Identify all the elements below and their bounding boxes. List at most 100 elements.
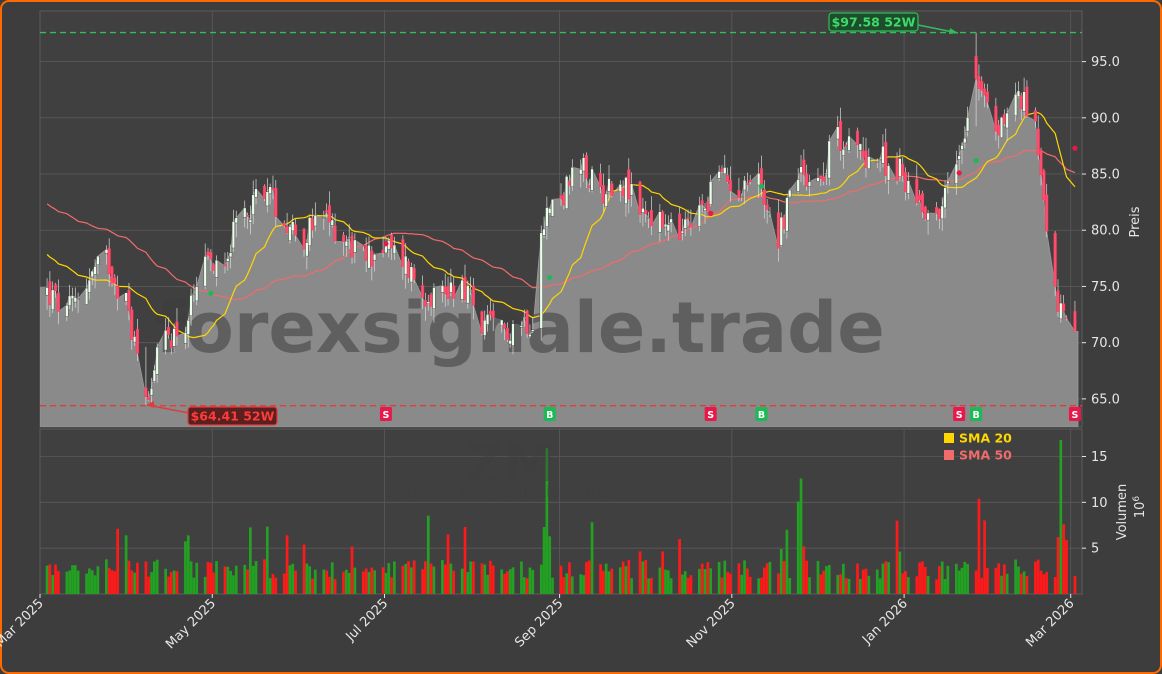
signal-dot-1 bbox=[383, 241, 389, 247]
buy-signal-4: B bbox=[755, 407, 768, 421]
volume-bar-202 bbox=[842, 563, 845, 594]
candle-95 bbox=[421, 275, 425, 310]
legend: SMA 20 SMA 50 bbox=[944, 431, 1012, 463]
candle-5 bbox=[65, 302, 69, 322]
candle-50 bbox=[243, 200, 247, 228]
candle-137 bbox=[584, 152, 588, 189]
volume-bar-143 bbox=[607, 571, 611, 594]
volume-bar-203 bbox=[844, 578, 848, 594]
candle-242 bbox=[999, 117, 1004, 139]
volume-bar-131 bbox=[562, 577, 566, 594]
volume-bar-14 bbox=[96, 566, 100, 594]
volume-bar-61 bbox=[285, 535, 289, 594]
volume-bar-60 bbox=[282, 573, 286, 594]
volume-bar-100 bbox=[441, 560, 444, 594]
volume-bar-205 bbox=[856, 563, 859, 594]
candle-109 bbox=[471, 278, 475, 320]
volume-bar-81 bbox=[364, 568, 368, 594]
volume-bar-123 bbox=[528, 567, 532, 594]
volume-bar-138 bbox=[587, 560, 591, 594]
candle-219 bbox=[906, 172, 910, 200]
volume-tick-label-0: 5 bbox=[1091, 542, 1099, 557]
volume-bar-93 bbox=[409, 567, 413, 594]
volume-bar-13 bbox=[93, 575, 97, 594]
volume-bar-164 bbox=[689, 575, 693, 594]
ticker-watermark: ZM bbox=[466, 434, 555, 494]
volume-bar-192 bbox=[802, 546, 806, 594]
candle-244 bbox=[1005, 107, 1009, 142]
volume-bar-215 bbox=[895, 520, 899, 594]
candle-59 bbox=[274, 179, 278, 227]
candle-16 bbox=[107, 238, 111, 287]
volume-bar-109 bbox=[472, 561, 475, 594]
volume-bar-34 bbox=[175, 571, 179, 594]
candle-104 bbox=[452, 277, 456, 308]
candle-255 bbox=[1053, 231, 1057, 297]
candle-67 bbox=[308, 216, 312, 251]
volume-bar-101 bbox=[443, 564, 447, 594]
candle-229 bbox=[946, 172, 950, 194]
volume-bar-38 bbox=[192, 577, 196, 594]
volume-bar-174 bbox=[729, 573, 732, 594]
candle-252 bbox=[1039, 147, 1043, 186]
candle-163 bbox=[686, 209, 690, 226]
candle-124 bbox=[531, 316, 535, 334]
volume-bar-137 bbox=[585, 562, 588, 594]
volume-bar-51 bbox=[246, 569, 249, 594]
candle-245 bbox=[1014, 82, 1018, 122]
candle-126 bbox=[542, 216, 546, 238]
volume-bar-193 bbox=[805, 560, 809, 594]
volume-bar-239 bbox=[986, 567, 989, 594]
candle-202 bbox=[841, 141, 845, 169]
volume-bar-108 bbox=[469, 561, 472, 594]
sma50-line bbox=[46, 149, 1076, 301]
candle-114 bbox=[491, 303, 495, 332]
volume-bar-135 bbox=[579, 574, 583, 594]
candle-234 bbox=[966, 106, 970, 137]
candle-65 bbox=[302, 227, 306, 257]
candle-25 bbox=[144, 346, 148, 406]
volume-bar-35 bbox=[184, 541, 187, 594]
candle-6 bbox=[68, 284, 72, 310]
volume-bar-175 bbox=[737, 563, 741, 594]
candle-55 bbox=[262, 184, 267, 202]
volume-bar-79 bbox=[353, 567, 357, 594]
volume-bar-127 bbox=[545, 448, 549, 594]
candle-173 bbox=[726, 167, 730, 184]
volume-bar-165 bbox=[698, 568, 701, 594]
candle-21 bbox=[127, 282, 131, 321]
volume-bar-196 bbox=[819, 574, 823, 594]
candle-9 bbox=[76, 292, 80, 313]
volume-bar-2 bbox=[51, 575, 55, 594]
candle-251 bbox=[1036, 115, 1040, 160]
candle-144 bbox=[610, 181, 614, 198]
volume-bar-206 bbox=[858, 579, 862, 594]
time-tick-label-4: Nov 2025 bbox=[684, 596, 739, 651]
candle-125 bbox=[539, 225, 543, 341]
volume-bar-1 bbox=[48, 564, 52, 594]
candle-249 bbox=[1025, 80, 1029, 118]
legend-swatch-sma20 bbox=[944, 433, 954, 443]
volume-bar-182 bbox=[762, 567, 766, 594]
candle-129 bbox=[550, 199, 555, 218]
candle-29 bbox=[155, 343, 159, 383]
volume-bar-149 bbox=[630, 578, 633, 594]
volume-bar-78 bbox=[350, 546, 354, 594]
volume-bar-228 bbox=[943, 578, 947, 594]
volume-bar-170 bbox=[717, 562, 721, 594]
volume-bar-183 bbox=[765, 563, 769, 594]
candle-80 bbox=[361, 245, 365, 251]
volume-bar-124 bbox=[531, 569, 535, 594]
candle-74 bbox=[333, 213, 337, 244]
volume-bar-166 bbox=[700, 563, 704, 594]
volume-bar-216 bbox=[898, 551, 902, 594]
candle-140 bbox=[598, 163, 603, 194]
volume-bar-125 bbox=[539, 564, 543, 594]
candle-142 bbox=[604, 191, 608, 208]
svg-text:S: S bbox=[382, 410, 389, 421]
signal-dots bbox=[208, 145, 1078, 296]
candle-56 bbox=[265, 178, 269, 213]
volume-bar-46 bbox=[226, 566, 230, 594]
low-52w-arrowhead bbox=[146, 401, 154, 408]
volume-bar-37 bbox=[189, 561, 193, 594]
